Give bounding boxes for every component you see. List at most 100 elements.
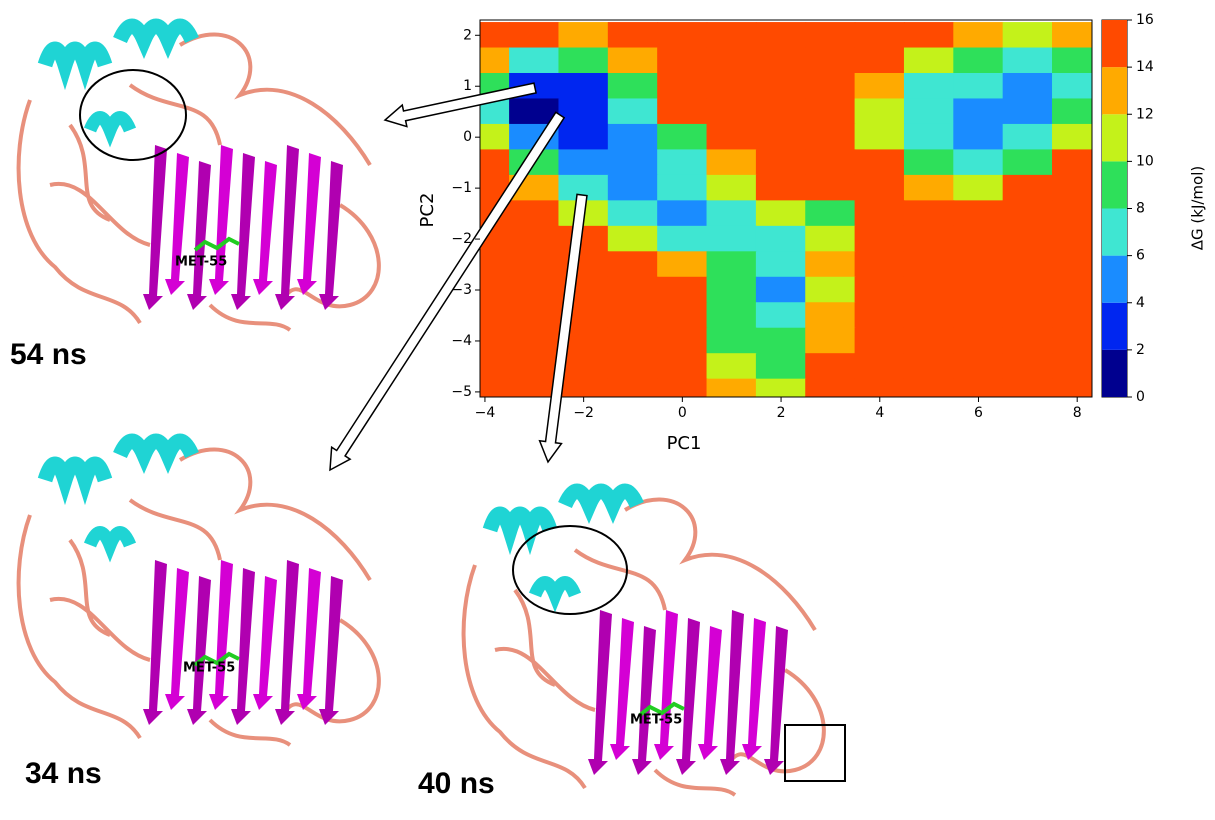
time-label: 34 ns (25, 757, 102, 790)
contour-cell (509, 251, 559, 277)
contour-cell (904, 200, 954, 226)
contour-cell (608, 22, 658, 48)
colorbar-tick-label: 14 (1136, 59, 1154, 75)
contour-cell (1052, 251, 1102, 277)
contour-cell (657, 175, 707, 201)
contour-cell (904, 48, 954, 74)
contour-cell (904, 251, 954, 277)
contour-cell (805, 149, 855, 175)
contour-cell (805, 48, 855, 74)
contour-cell (707, 73, 757, 99)
contour-cell (707, 379, 757, 405)
contour-cell (1003, 328, 1053, 354)
contour-cell (904, 124, 954, 150)
contour-cell (953, 226, 1003, 252)
contour-cell (657, 200, 707, 226)
contour-cell (953, 175, 1003, 201)
contour-cell (855, 226, 905, 252)
contour-cell (460, 149, 510, 175)
contour-cell (707, 353, 757, 379)
contour-cell (953, 149, 1003, 175)
contour-cell (608, 124, 658, 150)
contour-cell (756, 98, 806, 124)
contour-cell (509, 48, 559, 74)
highlight-box (785, 725, 845, 781)
contour-cell (657, 328, 707, 354)
contour-cell (904, 98, 954, 124)
contour-cell (805, 226, 855, 252)
contour-cell (855, 48, 905, 74)
contour-cell (855, 124, 905, 150)
contour-cell (1003, 149, 1053, 175)
colorbar-tick-label: 8 (1136, 201, 1145, 217)
contour-cell (1003, 379, 1053, 405)
colorbar-tick-label: 12 (1136, 106, 1154, 122)
contour-cell (558, 22, 608, 48)
contour-cell (855, 98, 905, 124)
colorbar-level (1102, 114, 1127, 161)
contour-cell (558, 226, 608, 252)
contour-cell (1003, 124, 1053, 150)
colorbar-level (1102, 161, 1127, 208)
structure-40ns (464, 491, 824, 795)
page: 54 ns 34 ns 40 ns MET-55 MET-55 MET-55 P… (0, 0, 1215, 820)
contour-cell (855, 353, 905, 379)
contour-cell (756, 277, 806, 303)
contour-cell (904, 277, 954, 303)
contour-cell (509, 277, 559, 303)
x-tick-label: −2 (573, 405, 594, 421)
contour-cell (953, 98, 1003, 124)
contour-cell (1003, 73, 1053, 99)
contour-cell (953, 251, 1003, 277)
contour-cell (904, 175, 954, 201)
contour-cell (558, 73, 608, 99)
highlight-circle (513, 526, 627, 614)
contour-cell (904, 149, 954, 175)
y-axis-label: PC2 (417, 193, 438, 228)
contour-cell (657, 277, 707, 303)
contour-cell (953, 353, 1003, 379)
contour-cell (1003, 98, 1053, 124)
residue-label: MET-55 (183, 661, 235, 676)
contour-cell (805, 277, 855, 303)
contour-cell (1003, 175, 1053, 201)
contour-cell (657, 73, 707, 99)
contour-cell (805, 379, 855, 405)
contour-cell (460, 302, 510, 328)
time-label: 54 ns (10, 338, 87, 371)
contour-cell (855, 251, 905, 277)
colorbar-tick-label: 0 (1136, 389, 1145, 405)
colorbar-level (1102, 67, 1127, 114)
contour-cell (756, 124, 806, 150)
residue-label: MET-55 (175, 255, 227, 270)
y-tick-label: 2 (463, 27, 472, 43)
contour-cell (608, 226, 658, 252)
contour-cell (707, 124, 757, 150)
contour-cell (756, 22, 806, 48)
contour-cell (657, 302, 707, 328)
contour-cell (904, 73, 954, 99)
contour-cell (608, 251, 658, 277)
colorbar-level (1102, 350, 1127, 397)
contour-cell (657, 251, 707, 277)
contour-cell (805, 124, 855, 150)
contour-cell (904, 302, 954, 328)
contour-cell (953, 22, 1003, 48)
structure-34ns (19, 441, 379, 745)
contour-cell (756, 328, 806, 354)
colorbar-label: ΔG (kJ/mol) (1189, 166, 1207, 250)
time-label: 40 ns (418, 767, 495, 800)
contour-cell (756, 251, 806, 277)
x-tick-label: 2 (777, 405, 786, 421)
contour-cell (904, 226, 954, 252)
contour-cell (1052, 175, 1102, 201)
contour-cell (1052, 302, 1102, 328)
x-tick-label: −4 (475, 405, 496, 421)
contour-cell (855, 200, 905, 226)
contour-cell (805, 251, 855, 277)
contour-cell (1003, 226, 1053, 252)
contour-cell (1003, 200, 1053, 226)
colorbar-tick-label: 10 (1136, 153, 1154, 169)
contour-cell (1003, 277, 1053, 303)
contour-cell (756, 226, 806, 252)
